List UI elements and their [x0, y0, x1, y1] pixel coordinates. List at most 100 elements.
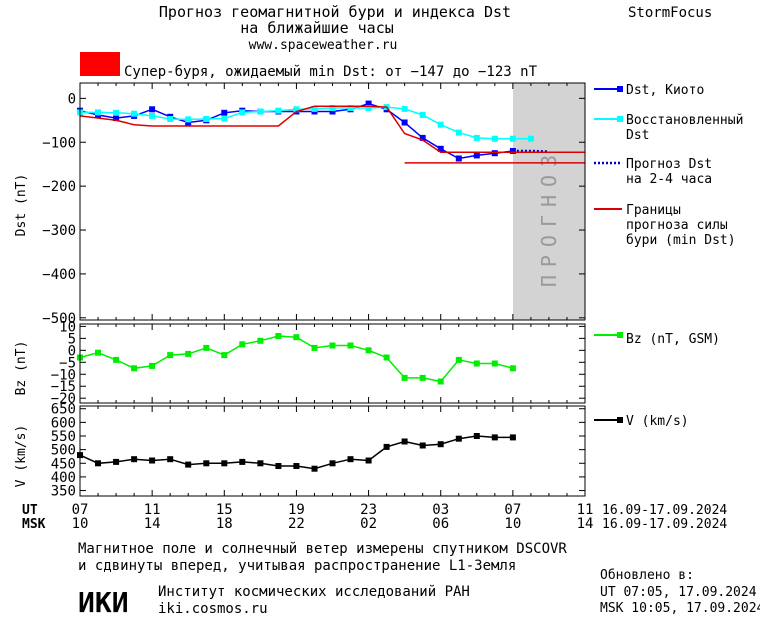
ut-date-range: 16.09-17.09.2024 [602, 503, 727, 518]
msk-tick-label: 14 [144, 516, 161, 532]
site-url[interactable]: www.spaceweather.ru [249, 38, 398, 53]
data-point-bz [239, 341, 246, 348]
bz-panel-frame [79, 323, 586, 404]
data-point-bz [113, 356, 120, 363]
data-point-bz [509, 365, 516, 372]
data-point-bz [167, 352, 174, 359]
data-point-bz [257, 337, 264, 344]
ut-tick-label: 11 [144, 502, 161, 518]
y-tick-label: 600 [51, 415, 76, 431]
data-point-v [329, 460, 336, 467]
legend-dst-forecast-label-1: Прогноз Dst [626, 157, 712, 172]
data-point-dst [275, 107, 282, 114]
data-point-v [203, 460, 210, 467]
ut-tick-label: 11 [577, 502, 594, 518]
data-point-dst [401, 105, 408, 112]
y-tick-label: −100 [42, 135, 76, 151]
msk-date-range: 16.09-17.09.2024 [602, 517, 727, 532]
data-point-bz [149, 362, 156, 369]
chart-title-line2: на ближайшие часы [240, 19, 394, 37]
data-point-dst [365, 100, 372, 107]
legend-storm-bounds-label-1: Границы [626, 203, 681, 218]
legend-dst-restored-label-2: Dst [626, 128, 649, 143]
dst-axis-ticks: 0 −100 −200 −300 −400 −500 [42, 83, 586, 327]
data-point-dst [527, 135, 534, 142]
data-point-v [419, 442, 426, 449]
data-point-bz [401, 374, 408, 381]
data-point-v [455, 435, 462, 442]
y-tick-label: 400 [51, 470, 76, 486]
data-point-dst [401, 119, 408, 126]
data-point-dst [509, 135, 516, 142]
msk-tick-label: 06 [432, 516, 449, 532]
dst-panel: ПРОГНОЗ 0 −100 −200 −300 −400 −500 Dst (nT) [14, 82, 586, 327]
y-tick-label: −15 [51, 379, 76, 395]
data-point-v [131, 456, 138, 463]
data-point-dst [437, 145, 444, 152]
y-tick-label: −500 [42, 311, 76, 327]
data-point-v [491, 434, 498, 441]
msk-tick-label: 22 [288, 516, 305, 532]
data-point-dst [113, 115, 120, 122]
series-line-dst-3 [79, 105, 585, 154]
data-point-dst [293, 106, 300, 113]
iki-logo: ИКИ [78, 586, 129, 619]
y-tick-label: 500 [51, 443, 76, 459]
data-point-bz [419, 374, 426, 381]
legend-dst-restored-label-1: Восстановленный [626, 113, 743, 128]
legend-dst-restored-marker [617, 116, 623, 122]
dst-ylabel: Dst (nT) [14, 174, 29, 237]
data-point-v [239, 458, 246, 465]
data-point-dst [329, 105, 336, 111]
ut-tick-label: 15 [216, 502, 233, 518]
data-point-bz [473, 360, 480, 367]
legend-v-label: V (km/s) [626, 414, 689, 429]
time-axis: UT MSK 07101114151819222302030607101114 … [22, 502, 727, 532]
series-line-bz-0 [79, 335, 514, 383]
data-point-dst [113, 109, 120, 116]
data-point-dst [203, 116, 210, 122]
data-point-dst [311, 105, 318, 112]
updated-msk: MSK 10:05, 17.09.2024 [600, 601, 760, 616]
institute-site[interactable]: iki.cosmos.ru [158, 601, 268, 617]
data-point-dst [95, 109, 101, 116]
v-panel-frame [79, 405, 586, 497]
data-point-dst [455, 129, 462, 136]
legend: Dst, Киото Восстановленный Dst Прогноз D… [594, 83, 743, 429]
data-point-bz [365, 347, 372, 354]
data-point-dst [419, 112, 426, 118]
y-tick-label: −300 [42, 223, 76, 239]
msk-tick-label: 14 [577, 516, 594, 532]
legend-v-marker [617, 417, 623, 423]
y-tick-label: −400 [42, 267, 76, 283]
bz-ylabel: Bz (nT) [14, 341, 29, 396]
data-point-v [383, 443, 390, 450]
data-point-v [311, 465, 318, 472]
data-point-bz [203, 344, 210, 351]
data-point-dst [455, 155, 462, 162]
y-tick-label: −200 [42, 179, 76, 195]
data-point-bz [95, 349, 101, 356]
brand-label: StormFocus [628, 5, 712, 21]
legend-storm-bounds-label-2: прогноза силы [626, 218, 728, 233]
data-point-dst [221, 109, 228, 116]
data-point-dst [185, 116, 192, 123]
data-point-dst [473, 152, 480, 159]
ut-tick-label: 03 [432, 502, 449, 518]
data-point-v [113, 458, 120, 465]
forecast-label: ПРОГНОЗ [537, 147, 561, 287]
legend-dst-kyoto: Dst, Киото [594, 83, 704, 98]
data-point-dst [167, 116, 174, 122]
y-tick-label: 5 [68, 331, 76, 347]
msk-tick-label: 18 [216, 516, 233, 532]
series-line-dst-2 [512, 149, 549, 153]
data-point-bz [293, 334, 300, 341]
data-point-dst [437, 121, 444, 128]
data-point-dst [257, 108, 264, 115]
legend-bz-label: Bz (nT, GSM) [626, 332, 720, 347]
data-point-dst [221, 115, 228, 122]
